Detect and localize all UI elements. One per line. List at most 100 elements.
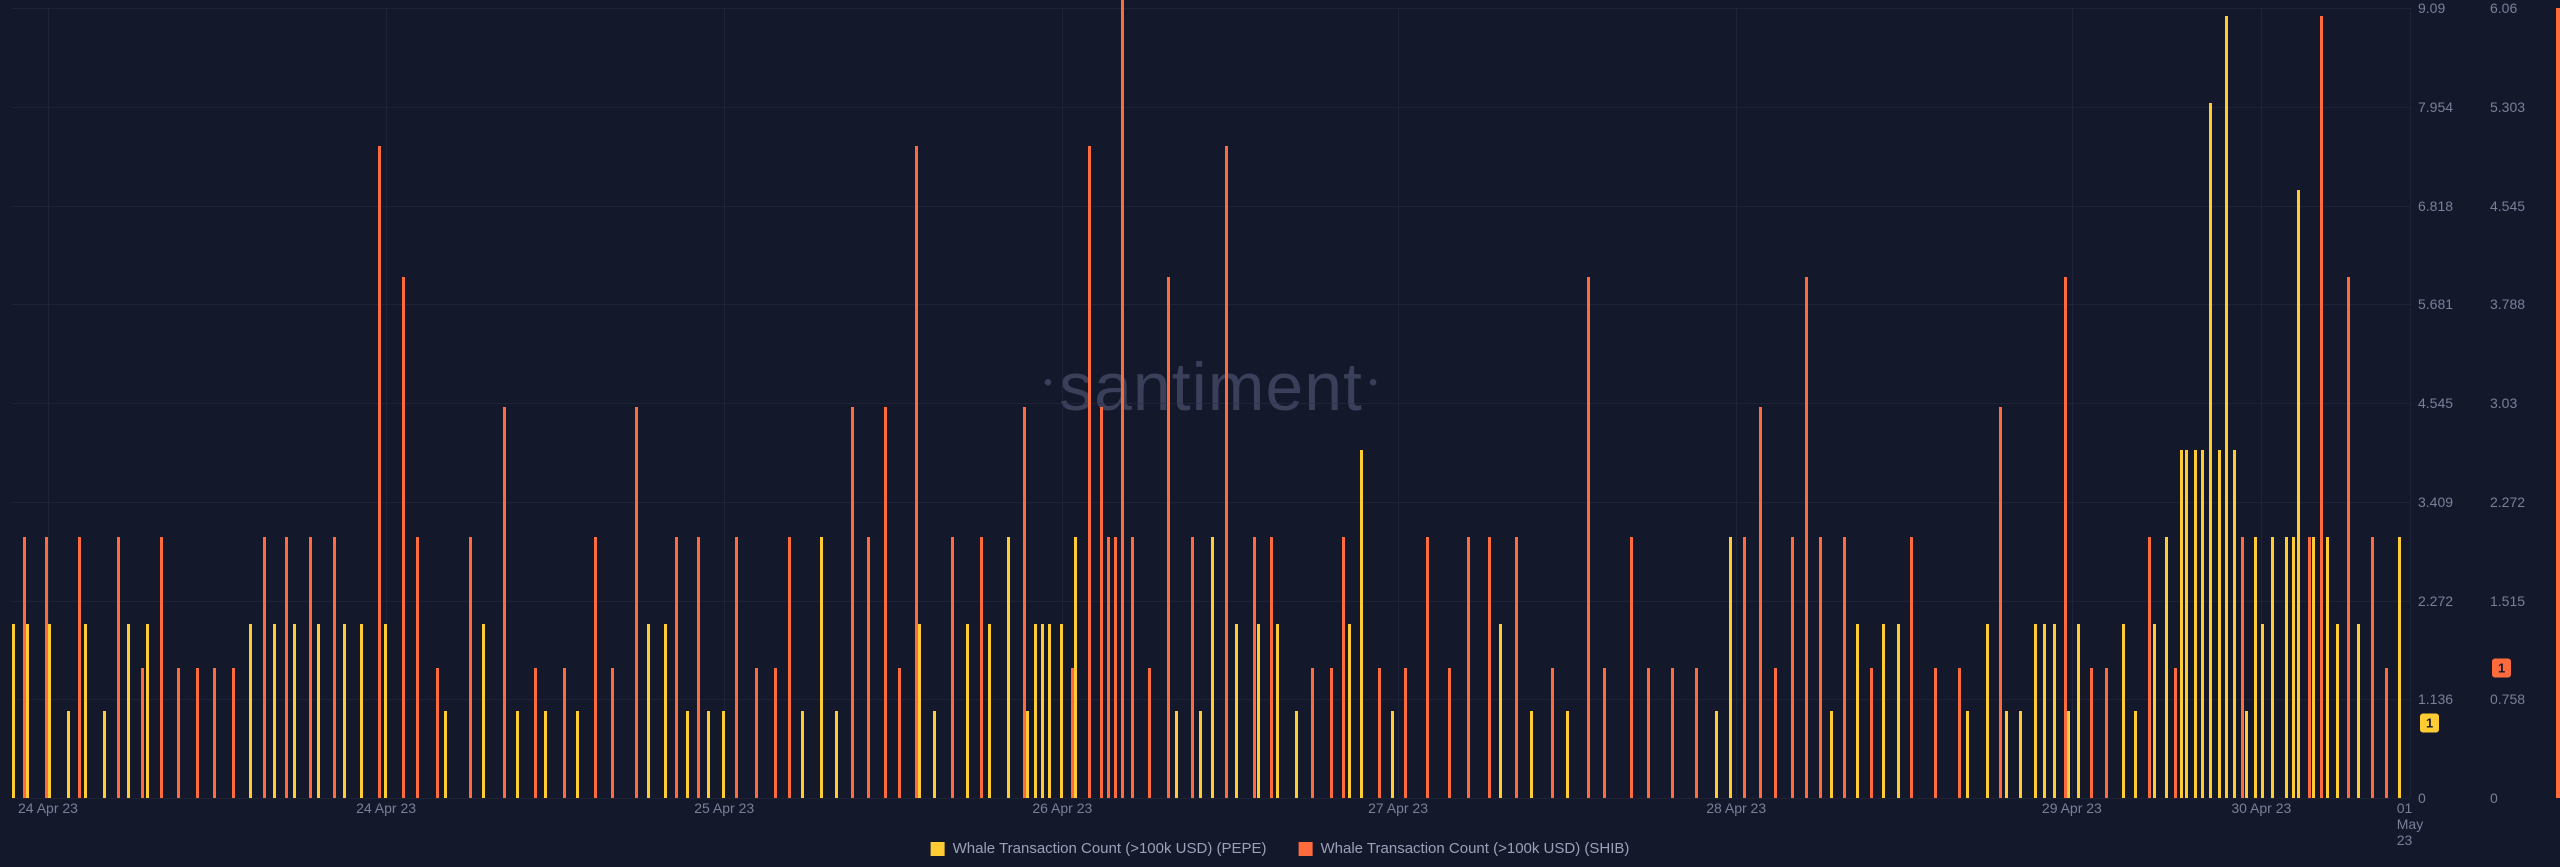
bar-pepe [1986,624,1989,798]
bar-pepe [2336,624,2339,798]
bar-pepe [1966,711,1969,798]
bar-pepe [2254,537,2257,798]
bar-pepe [146,624,149,798]
y-axis-label-pepe: 3.409 [2418,494,2453,510]
bar-pepe [103,711,106,798]
bar-pepe [1530,711,1533,798]
bar-pepe [1026,711,1029,798]
bar-pepe [647,624,650,798]
bar-pepe [2067,711,2070,798]
y-axis-label-shib: 5.303 [2490,99,2525,115]
bar-pepe [966,624,969,798]
bar-pepe [2326,537,2329,798]
bar-pepe [249,624,252,798]
bar-pepe [2312,537,2315,798]
bar-pepe [1882,624,1885,798]
y-axis-label-pepe: 0 [2418,790,2426,806]
bar-pepe [2233,450,2236,798]
bar-pepe [2019,711,2022,798]
x-axis-label: 01 May 23 [2397,800,2423,848]
y-axis-label-shib: 2.272 [2490,494,2525,510]
y-axis-pepe: 9.097.9546.8185.6814.5453.4092.2721.1360… [2418,8,2478,798]
legend-label-pepe: Whale Transaction Count (>100k USD) (PEP… [953,840,1267,857]
bar-pepe [1007,537,1010,798]
bar-pepe [1715,711,1718,798]
x-axis-label: 24 Apr 23 [18,800,78,816]
y-axis-label-pepe: 6.818 [2418,198,2453,214]
bar-pepe [444,711,447,798]
bar-pepe [933,711,936,798]
bar-pepe [2398,537,2401,798]
legend-swatch-shib [1299,842,1313,856]
x-axis-label: 29 Apr 23 [2042,800,2102,816]
bar-pepe [2153,624,2156,798]
x-axis-label: 30 Apr 23 [2231,800,2291,816]
bar-pepe [48,624,51,798]
bar-pepe [988,624,991,798]
bar-pepe [1199,711,1202,798]
current-value-marker-shib: 1 [2492,658,2511,677]
bar-pepe [1729,537,1732,798]
bar-pepe [2209,103,2212,798]
bar-pepe [67,711,70,798]
bar-pepe [2005,711,2008,798]
bar-pepe [1566,711,1569,798]
bar-pepe [2261,624,2264,798]
bar-pepe [1034,624,1037,798]
bar-pepe [1175,711,1178,798]
bar-pepe [2053,624,2056,798]
chart-plot-area: •santiment• [12,8,2410,798]
bar-pepe [2180,450,2183,798]
y-axis-label-pepe: 7.954 [2418,99,2453,115]
bar-pepe [1211,537,1214,798]
bar-pepe [127,624,130,798]
bar-pepe [707,711,710,798]
bar-pepe [576,711,579,798]
bar-pepe [2271,537,2274,798]
bar-pepe [820,537,823,798]
y-axis-label-pepe: 5.681 [2418,296,2453,312]
bar-pepe [1257,624,1260,798]
y-axis-label-shib: 3.03 [2490,395,2517,411]
legend-label-shib: Whale Transaction Count (>100k USD) (SHI… [1321,840,1630,857]
bar-pepe [1856,624,1859,798]
y-axis-label-shib: 6.06 [2490,0,2517,16]
bar-pepe [801,711,804,798]
y-axis-label-pepe: 2.272 [2418,593,2453,609]
legend-item-shib[interactable]: Whale Transaction Count (>100k USD) (SHI… [1299,840,1630,857]
bar-pepe [12,624,15,798]
bar-pepe [1499,624,1502,798]
bar-pepe [2043,624,2046,798]
y-axis-label-pepe: 9.09 [2418,0,2445,16]
x-axis-label: 24 Apr 23 [356,800,416,816]
bar-pepe [1074,537,1077,798]
x-axis: 24 Apr 2324 Apr 2325 Apr 2326 Apr 2327 A… [12,800,2410,820]
y-axis-shib: 6.065.3034.5453.7883.032.2721.5150.75801 [2490,8,2550,798]
right-edge-indicator [2556,8,2560,798]
bar-pepe [722,711,725,798]
bar-pepe [2034,624,2037,798]
bar-pepe [84,624,87,798]
y-axis-label-shib: 3.788 [2490,296,2525,312]
bar-pepe [2245,711,2248,798]
bar-pepe [26,624,29,798]
bar-pepe [2194,450,2197,798]
bars-pepe [12,8,2410,798]
bar-pepe [2218,450,2221,798]
bar-pepe [293,624,296,798]
bar-pepe [1348,624,1351,798]
y-axis-label-pepe: 1.136 [2418,691,2453,707]
bar-pepe [360,624,363,798]
bar-pepe [2185,450,2188,798]
legend-item-pepe[interactable]: Whale Transaction Count (>100k USD) (PEP… [931,840,1267,857]
bar-pepe [317,624,320,798]
bar-pepe [1041,624,1044,798]
legend-swatch-pepe [931,842,945,856]
bar-pepe [1060,624,1063,798]
bar-pepe [1897,624,1900,798]
bar-pepe [1830,711,1833,798]
bar-pepe [516,711,519,798]
x-axis-label: 25 Apr 23 [694,800,754,816]
bar-pepe [2285,537,2288,798]
bar-pepe [1048,624,1051,798]
